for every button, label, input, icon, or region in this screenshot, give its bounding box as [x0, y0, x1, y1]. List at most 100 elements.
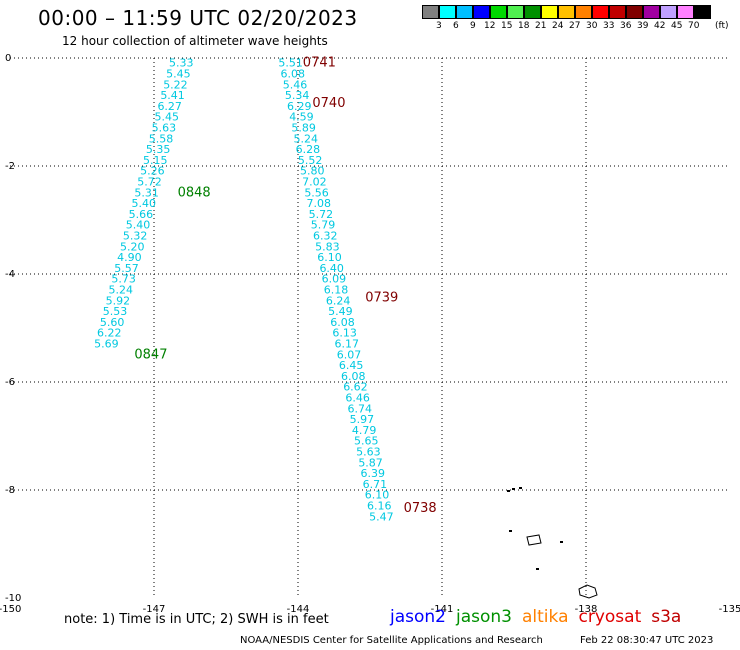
chart-title: 00:00 – 11:59 UTC 02/20/2023: [38, 6, 358, 30]
legend-swatch: [541, 5, 558, 19]
legend-label: 15: [501, 21, 513, 31]
swh-value: 6.27: [157, 100, 182, 113]
time-label: 0848: [178, 185, 211, 200]
x-tick-label: -144: [287, 604, 310, 615]
island: [578, 584, 598, 599]
swh-value: 5.34: [285, 89, 310, 102]
swh-value: 5.73: [111, 273, 136, 286]
swh-value: 5.65: [354, 435, 379, 448]
x-tick-label: -141: [431, 604, 454, 615]
swh-value: 5.72: [137, 176, 162, 189]
swh-value: 5.24: [294, 132, 319, 145]
legend-label: 39: [637, 21, 649, 31]
swh-value: 5.57: [114, 262, 138, 275]
island: [560, 541, 563, 543]
swh-value: 5.79: [311, 219, 336, 232]
swh-value: 7.08: [306, 197, 331, 210]
swh-value: 6.40: [319, 262, 344, 275]
legend-swatch: [575, 5, 592, 19]
swh-value: 6.74: [348, 402, 373, 415]
swh-value: 5.53: [103, 305, 128, 318]
swh-value: 6.13: [332, 327, 357, 340]
swh-value: 5.45: [155, 111, 180, 124]
swh-value: 6.29: [287, 100, 312, 113]
color-legend-labels: 3 6 9 12 15 18 21 24 27 30 33 36 39 42 45 70 (ft): [422, 21, 740, 33]
swh-value: 5.52: [298, 154, 323, 167]
island: [526, 534, 542, 546]
swh-value: 5.63: [152, 122, 177, 135]
legend-label: 70: [688, 21, 700, 31]
y-tick-label: -8: [5, 485, 15, 496]
x-tick-label: -135: [719, 604, 740, 615]
swh-value: 5.66: [129, 208, 154, 221]
y-tick-label: -4: [5, 269, 15, 280]
swh-value: 6.07: [337, 348, 362, 361]
island: [507, 490, 510, 492]
time-label: 0738: [404, 501, 437, 516]
legend-swatch: [592, 5, 609, 19]
legend-swatch: [643, 5, 660, 19]
chart-subtitle: 12 hour collection of altimeter wave hei…: [62, 34, 328, 48]
legend-label: 21: [535, 21, 547, 31]
swh-value: 6.28: [296, 143, 321, 156]
island: [509, 530, 512, 532]
swh-value: 5.97: [350, 413, 375, 426]
legend-label: 18: [518, 21, 530, 31]
swh-value: 5.56: [304, 186, 329, 199]
swh-value: 5.58: [149, 132, 174, 145]
x-tick-label: -147: [143, 604, 166, 615]
legend-label: 36: [620, 21, 632, 31]
legend-label: 33: [603, 21, 615, 31]
swh-value: 5.15: [143, 154, 168, 167]
swh-value: 4.90: [117, 251, 141, 264]
legend-swatch: [422, 5, 439, 19]
x-tick-label: -138: [575, 604, 598, 615]
swh-value: 5.87: [358, 456, 383, 469]
legend-label: 30: [586, 21, 598, 31]
swh-value: 5.60: [100, 316, 125, 329]
swh-value: 6.10: [365, 489, 390, 502]
legend-label: 9: [470, 21, 476, 31]
swh-value: 5.49: [328, 305, 353, 318]
swh-value: 6.16: [367, 500, 392, 513]
swh-value: 5.31: [134, 186, 159, 199]
legend-label: 6: [453, 21, 459, 31]
swh-value: 6.22: [97, 327, 122, 340]
satellite-s3a: s3a: [651, 607, 682, 627]
x-tick-label: -150: [0, 604, 21, 615]
legend-label: 27: [569, 21, 581, 31]
swh-value: 7.02: [302, 176, 327, 189]
island: [536, 568, 539, 570]
swh-value: 6.08: [341, 370, 366, 383]
legend-label: 24: [552, 21, 564, 31]
swh-value: 5.69: [94, 338, 119, 351]
swh-value: 6.09: [322, 273, 347, 286]
swh-value: 5.46: [283, 78, 308, 91]
swh-value: 5.89: [291, 122, 316, 135]
time-label: 0741: [303, 56, 336, 71]
legend-swatch: [694, 5, 711, 19]
legend-swatch: [558, 5, 575, 19]
swh-value: 5.40: [126, 219, 151, 232]
swh-value: 6.17: [335, 338, 360, 351]
legend-swatch: [507, 5, 524, 19]
swh-value: 5.40: [132, 197, 157, 210]
y-tick-label: -10: [5, 593, 21, 604]
timestamp-text: Feb 22 08:30:47 UTC 2023: [580, 635, 714, 646]
swh-value: 5.72: [309, 208, 334, 221]
swh-value: 6.46: [345, 392, 370, 405]
swh-value: 5.92: [106, 294, 131, 307]
swh-value: 4.59: [289, 111, 314, 124]
swh-value: 5.22: [163, 78, 188, 91]
legend-label: 12: [484, 21, 496, 31]
legend-swatch: [473, 5, 490, 19]
swh-value: 5.80: [300, 165, 325, 178]
legend-swatch: [660, 5, 677, 19]
time-label: 0847: [134, 347, 167, 362]
swh-value: 5.47: [369, 510, 394, 523]
satellite-jason2: jason2: [390, 607, 446, 627]
swh-value: 5.51: [278, 57, 303, 70]
legend-swatch: [609, 5, 626, 19]
satellite-jason3: jason3: [456, 607, 512, 627]
